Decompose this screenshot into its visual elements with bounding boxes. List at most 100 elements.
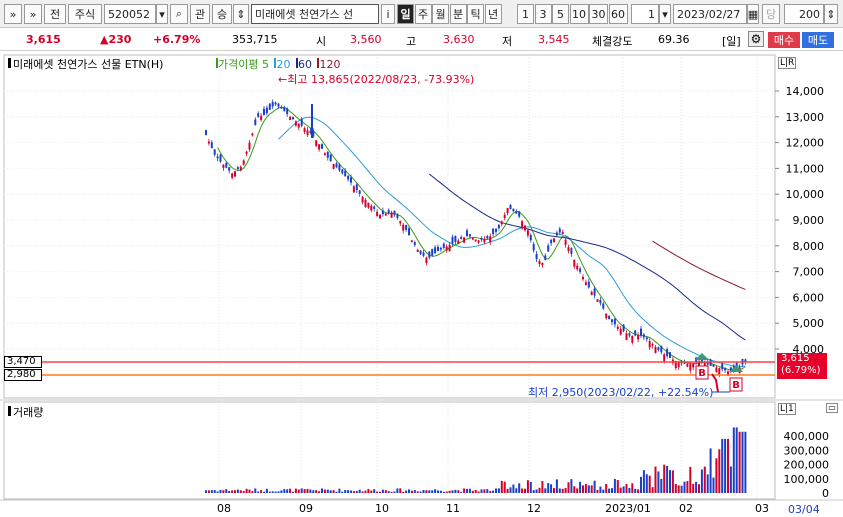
candle-body: [277, 103, 280, 107]
candle-body: [393, 210, 396, 215]
code-input[interactable]: 520052: [104, 4, 156, 24]
candle-body: [651, 343, 654, 346]
stock-name-field[interactable]: 미래에셋 천연가스 선: [251, 4, 379, 24]
volume-bar: [709, 448, 712, 493]
candle-body: [645, 337, 648, 340]
price-scale-toggle[interactable]: L|R: [778, 57, 797, 69]
interval-tab-10[interactable]: 10: [569, 4, 589, 24]
candle-body: [526, 230, 529, 236]
y-tick-label: 13,000: [786, 111, 825, 124]
candle-body: [390, 212, 393, 218]
volume-bar: [323, 489, 326, 493]
expand-left-button[interactable]: »: [4, 4, 22, 24]
period-tab-4[interactable]: 틱: [467, 4, 484, 24]
period-tab-2[interactable]: 월: [432, 4, 449, 24]
calendar-icon[interactable]: ▦: [747, 4, 759, 24]
signal-box: [729, 377, 743, 392]
volume-bar: [280, 490, 283, 493]
jeon-button[interactable]: 전: [44, 4, 66, 24]
seung-button[interactable]: 승: [212, 4, 232, 24]
candle-body: [660, 345, 663, 353]
signal-arrow: [729, 365, 743, 372]
candle-body: [231, 173, 234, 178]
expand-down-button[interactable]: »: [24, 4, 42, 24]
bars-field[interactable]: 200: [784, 4, 824, 24]
count-dropdown-icon[interactable]: ▾: [659, 4, 671, 24]
volume-bar: [370, 490, 373, 493]
candle-body: [254, 119, 257, 125]
strength-label: 체결강도: [592, 35, 633, 48]
low-value: 3,545: [538, 33, 570, 46]
date-field[interactable]: 2023/02/27: [673, 4, 747, 24]
volume-bar: [321, 488, 323, 493]
market-select[interactable]: 주식: [68, 4, 102, 24]
volume-bar: [300, 488, 303, 493]
gwan-button[interactable]: 관: [190, 4, 210, 24]
volume-bar: [671, 470, 674, 493]
candles: [205, 99, 747, 378]
bars-spin-icon[interactable]: ⇕: [824, 4, 838, 24]
candle-body: [558, 228, 561, 233]
candle-body: [413, 242, 416, 246]
volume-bar: [579, 481, 582, 493]
volume-bar: [622, 486, 625, 493]
interval-tab-30[interactable]: 30: [589, 4, 608, 24]
dang-button[interactable]: 당: [762, 4, 780, 24]
volume-bar: [428, 490, 431, 493]
volume-bar: [724, 438, 727, 493]
period-tab-5[interactable]: 년: [484, 4, 502, 24]
volume-bar: [735, 427, 738, 493]
volume-tick-label: 400,000: [784, 430, 830, 443]
interval-tab-60[interactable]: 60: [608, 4, 628, 24]
code-dropdown-icon[interactable]: ▾: [156, 4, 168, 24]
volume-bar: [477, 491, 480, 493]
candle-body: [634, 330, 637, 336]
interval-tab-3[interactable]: 3: [534, 4, 552, 24]
count-field[interactable]: 1: [631, 4, 659, 24]
interval-tab-1[interactable]: 1: [517, 4, 534, 24]
grid: [4, 55, 775, 498]
candle-body: [274, 102, 277, 105]
volume-bar: [234, 490, 236, 493]
volume-bar: [521, 488, 524, 493]
candle-body: [521, 221, 524, 229]
x-tick-label: 09: [299, 502, 313, 515]
volume-bar: [515, 488, 518, 493]
candle-body: [471, 237, 474, 240]
toolbar: » » 전 주식 520052 ▾ ⌕ 관 승 ⇕ 미래에셋 천연가스 선 i …: [0, 0, 843, 28]
candle-body: [582, 277, 584, 280]
volume-bar: [561, 488, 564, 493]
candle-body: [608, 316, 611, 319]
gear-icon[interactable]: ⚙: [748, 31, 764, 47]
interval-tab-5[interactable]: 5: [552, 4, 569, 24]
x-tick-label: 02: [679, 502, 693, 515]
volume-bar: [573, 486, 576, 493]
volume-bar: [506, 488, 509, 493]
volume-bar: [268, 491, 271, 493]
y-tick-label: 9,000: [793, 214, 825, 227]
sell-button[interactable]: 매도: [802, 32, 834, 48]
open-label: 시: [316, 35, 327, 48]
period-tab-1[interactable]: 주: [414, 4, 432, 24]
volume-scale-toggle[interactable]: L|1: [778, 403, 796, 415]
spin-icon[interactable]: ⇕: [233, 4, 249, 24]
buy-button[interactable]: 매수: [768, 32, 800, 48]
period-tab-0[interactable]: 일: [397, 4, 414, 24]
volume-collapse-icon[interactable]: ▭: [826, 403, 838, 413]
candle-body: [384, 213, 387, 216]
candle-body: [553, 238, 555, 243]
volume-bar: [422, 490, 425, 493]
volume-bar: [526, 480, 529, 493]
volume-tick-label: 100,000: [784, 473, 830, 486]
candle-body: [213, 149, 216, 155]
period-tab-3[interactable]: 분: [449, 4, 467, 24]
candle-body: [242, 160, 245, 165]
candle-body: [640, 328, 642, 336]
volume-bar: [570, 479, 573, 493]
search-icon[interactable]: ⌕: [170, 4, 188, 24]
candle-body: [326, 152, 329, 158]
level-1-label: 3,470: [4, 356, 42, 368]
candle-body: [338, 164, 341, 171]
info-button[interactable]: i: [381, 4, 395, 24]
